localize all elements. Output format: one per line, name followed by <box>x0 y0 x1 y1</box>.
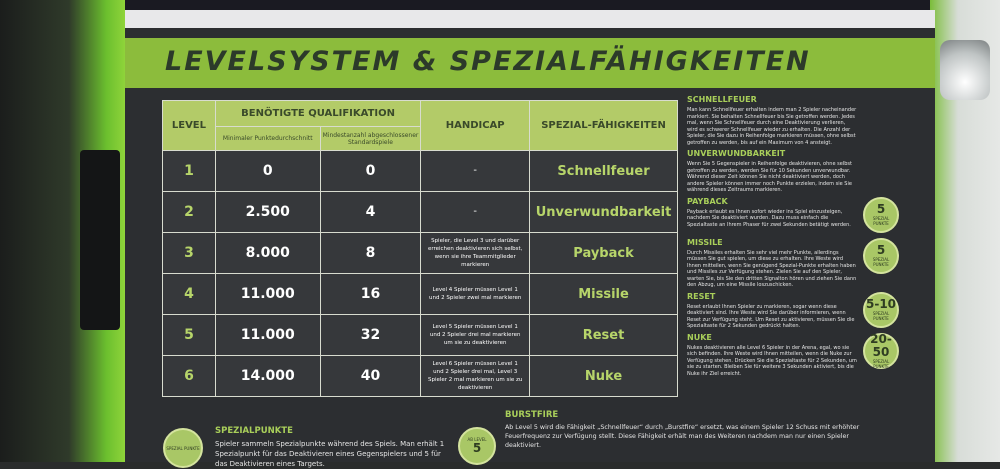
cell-spezial: Nuke <box>529 355 678 397</box>
cell-spezial: Reset <box>529 314 678 356</box>
cell-spezial: Missile <box>529 273 678 315</box>
badge-value: 5 <box>876 243 886 257</box>
table-row: 6 14.000 40 Level 6 Spieler müssen Level 1 … <box>162 355 678 397</box>
cell-punkte: 0 <box>214 150 321 192</box>
level-table: LEVEL BENÖTIGTE QUALIFIKATION HANDICAP S… <box>162 100 678 397</box>
ability-text: Man kann Schnellfeuer erhalten indem man… <box>687 107 857 146</box>
ability-unverwundbarkeit: UNVERWUNDBARKEIT Wenn Sie 5 Gegenspieler … <box>687 149 857 194</box>
cell-spezial: Unverwundbarkeit <box>529 191 678 233</box>
spezialpunkte-section: SPEZIALPUNKTE Spieler sammeln Spezialpun… <box>215 426 455 469</box>
cell-spezial: Schnellfeuer <box>529 150 678 192</box>
spezial-punkte-badge: 5 SPEZIAL PUNKTE <box>863 196 899 233</box>
cell-punkte: 14.000 <box>214 355 321 397</box>
table-row: 3 8.000 8 Spieler, die Level 3 und darüber … <box>162 232 678 274</box>
ability-text: Payback erlaubt es Ihnen sofort wieder i… <box>687 208 851 228</box>
cell-handicap: - <box>420 150 531 192</box>
poster-title: LEVELSYSTEM & SPEZIALFÄHIGKEITEN <box>165 46 811 77</box>
spezialpunkte-title: SPEZIALPUNKTE <box>215 426 293 436</box>
burstfire-title: BURSTFIRE <box>505 410 559 420</box>
header-spezial: SPEZIAL-FÄHIGKEITEN <box>529 100 678 151</box>
ability-schnellfeuer: SCHNELLFEUER Man kann Schnellfeuer erhalt… <box>687 95 857 146</box>
cell-handicap: Level 4 Spieler müssen Level 1 und 2 Spi… <box>420 273 531 315</box>
poster: LEVELSYSTEM & SPEZIALFÄHIGKEITEN LEVEL B… <box>125 10 935 468</box>
cell-handicap: Spieler, die Level 3 und darüber erreich… <box>420 232 531 274</box>
cell-punkte: 2.500 <box>214 191 321 233</box>
ability-title: PAYBACK <box>687 196 728 206</box>
cell-spiele: 16 <box>319 273 422 315</box>
spezial-punkte-badge: 20-50 SPEZIAL PUNKTE <box>863 331 899 369</box>
ability-title: SCHNELLFEUER <box>687 95 757 104</box>
cell-punkte: 11.000 <box>214 273 321 315</box>
ability-title: RESET <box>687 291 716 301</box>
cell-level: 5 <box>162 314 216 356</box>
ability-title: UNVERWUNDBARKEIT <box>687 149 786 158</box>
badge-label: SPEZIAL PUNKTE <box>166 445 200 451</box>
power-strip <box>80 150 120 330</box>
spotlight <box>940 40 990 100</box>
ceiling <box>0 0 1000 12</box>
ab-level-badge: AB LEVEL 5 <box>458 427 496 465</box>
badge-label: SPEZIAL PUNKTE <box>872 257 890 267</box>
table-row: 5 11.000 32 Level 5 Spieler müssen Level 1 … <box>162 314 678 356</box>
cell-spiele: 0 <box>319 150 422 192</box>
spezialpunkte-text: Spieler sammeln Spezialpunkte während de… <box>215 440 445 468</box>
spezial-punkte-badge: 5 SPEZIAL PUNKTE <box>863 237 899 274</box>
cell-punkte: 11.000 <box>214 314 321 356</box>
ability-nuke: NUKE Nukes deaktivieren alle Level 6 Spie… <box>687 332 899 378</box>
burstfire-section: BURSTFIRE Ab Level 5 wird die Fähigkeit … <box>505 410 865 450</box>
title-band <box>125 38 935 88</box>
cell-level: 4 <box>162 273 216 315</box>
cell-level: 3 <box>162 232 216 274</box>
badge-value: 5-10 <box>865 297 897 311</box>
header-handicap: HANDICAP <box>420 100 531 151</box>
cell-level: 6 <box>162 355 216 397</box>
cell-spiele: 32 <box>319 314 422 356</box>
abilities-column: SCHNELLFEUER Man kann Schnellfeuer erhalt… <box>687 94 899 380</box>
badge-label: SPEZIAL PUNKTE <box>872 311 890 321</box>
ability-missile: MISSILE Durch Missiles erhalten Sie sehr … <box>687 237 899 289</box>
ability-payback: PAYBACK Payback erlaubt es Ihnen sofort w… <box>687 196 899 237</box>
cell-spiele: 40 <box>319 355 422 397</box>
badge-top: AB LEVEL <box>467 437 487 442</box>
ability-reset: RESET Reset erlaubt Ihnen Spieler zu mark… <box>687 291 899 332</box>
badge-num: 5 <box>472 441 482 455</box>
ability-text: Nukes deaktivieren alle Level 6 Spieler … <box>687 344 857 377</box>
spezialpunkte-badge: SPEZIAL PUNKTE <box>163 428 203 468</box>
cell-punkte: 8.000 <box>214 232 321 274</box>
cell-handicap: Level 5 Spieler müssen Level 1 und 2 Spi… <box>420 314 531 356</box>
spezial-punkte-badge: 5-10 SPEZIAL PUNKTE <box>863 291 899 328</box>
header-spiele: Mindestanzahl abgeschlossener Standardsp… <box>319 126 422 151</box>
cell-spiele: 4 <box>319 191 422 233</box>
light-strip <box>125 10 935 28</box>
badge-label: SPEZIAL PUNKTE <box>872 216 890 226</box>
cell-handicap: - <box>420 191 531 233</box>
ability-text: Durch Missiles erhalten Sie sehr viel me… <box>687 249 857 289</box>
badge-value: 5 <box>876 202 886 216</box>
ability-text: Wenn Sie 5 Gegenspieler in Reihenfolge d… <box>687 161 852 193</box>
ability-title: NUKE <box>687 332 712 342</box>
header-qualifikation: BENÖTIGTE QUALIFIKATION <box>214 100 422 127</box>
table-row: 1 0 0- Schnellfeuer <box>162 150 678 192</box>
burstfire-text: Ab Level 5 wird die Fähigkeit „Schnellfe… <box>505 424 860 449</box>
ability-title: MISSILE <box>687 237 723 247</box>
header-punkte: Minimaler Punktedurchschnitt <box>214 126 321 151</box>
badge-value: 20-50 <box>870 331 892 359</box>
ability-text: Reset erlaubt Ihnen Spieler zu markieren… <box>687 303 855 330</box>
cell-level: 2 <box>162 191 216 233</box>
cell-handicap: Level 6 Spieler müssen Level 1 und 2 Spi… <box>420 355 531 397</box>
badge-label: SPEZIAL PUNKTE <box>872 358 890 369</box>
header-level: LEVEL <box>162 100 216 151</box>
cell-spezial: Payback <box>529 232 678 274</box>
table-row: 4 11.000 16 Level 4 Spieler müssen Level 1 … <box>162 273 678 315</box>
cell-level: 1 <box>162 150 216 192</box>
table-row: 2 2.500 4- Unverwundbarkeit <box>162 191 678 233</box>
cell-spiele: 8 <box>319 232 422 274</box>
